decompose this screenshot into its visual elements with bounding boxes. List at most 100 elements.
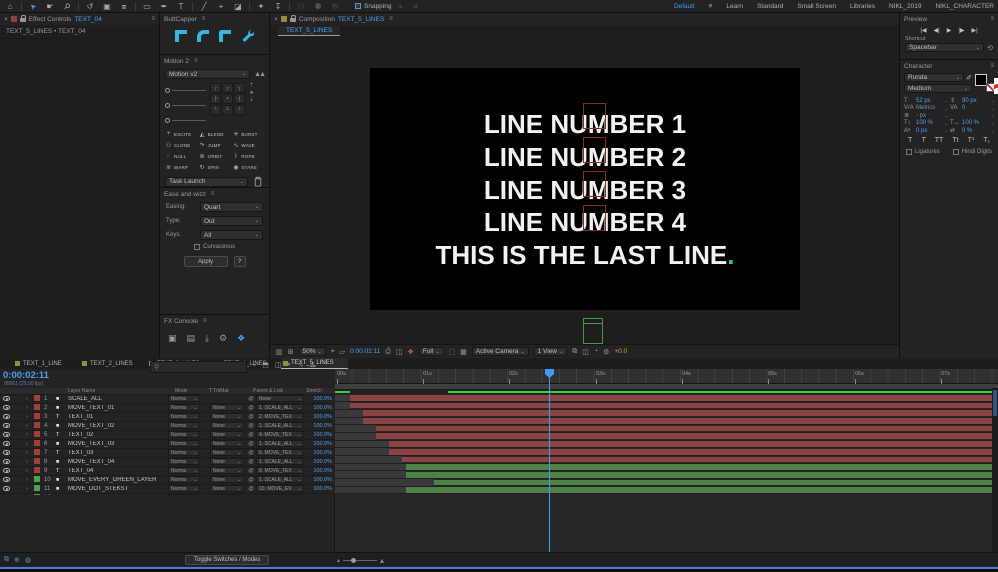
stretch-value[interactable]: 100.0% <box>313 476 332 483</box>
timeline-scrollbar[interactable] <box>992 388 998 552</box>
vertical-scale-value[interactable]: 100 % <box>916 120 934 126</box>
graph-empty-area[interactable] <box>335 494 998 552</box>
toolbar-separator[interactable] <box>289 1 290 11</box>
label-color-chip[interactable] <box>34 457 40 464</box>
layer-name[interactable]: TEXT_03 <box>68 449 94 456</box>
pickwhip-icon[interactable]: @ <box>248 449 254 456</box>
label-color-chip[interactable] <box>34 412 40 419</box>
character-field[interactable]: V/A Metrics ⌄ <box>904 105 948 111</box>
layer-duration-bar[interactable] <box>376 433 998 440</box>
eye-icon[interactable] <box>3 450 10 455</box>
workspace-tab[interactable]: Libraries <box>850 2 875 10</box>
layer-name[interactable]: MOVE_EVERY_GREEN_LAYER <box>68 476 157 483</box>
eraser-tool[interactable]: ◪ <box>234 1 242 11</box>
layer-duration-bar[interactable] <box>376 425 998 432</box>
stepper-caret-icon[interactable]: ⌄ <box>944 128 948 133</box>
workspace-tab[interactable]: NIKL_2019 <box>888 2 922 10</box>
column-stretch[interactable]: Stretch <box>306 387 322 394</box>
frame-blending-icon[interactable]: ◐ <box>287 361 292 368</box>
timeline-button-icon[interactable]: ◔ <box>593 348 599 355</box>
pickwhip-icon[interactable]: @ <box>248 422 254 429</box>
anchor-cell-button[interactable]: ┴ <box>222 105 233 115</box>
layer-row[interactable]: › 5 T TEXT_02 Norma None @ 4. MOVE_TEX 1… <box>0 430 335 440</box>
stretch-value[interactable]: 100.0% <box>313 458 332 465</box>
graph-editor-icon[interactable]: ∡ <box>309 362 316 369</box>
eye-icon[interactable] <box>3 432 10 437</box>
layer-bar-row[interactable] <box>335 402 998 410</box>
small-caps-button[interactable]: Tt <box>952 137 959 144</box>
gallery-icon[interactable]: ▤ <box>186 333 196 343</box>
stepper-caret-icon[interactable]: ⌄ <box>944 98 948 103</box>
motion-blur-icon[interactable]: ∿ <box>297 362 304 369</box>
shy-layers-icon[interactable]: ◫ <box>274 362 282 369</box>
eye-icon[interactable] <box>3 441 10 446</box>
anchor-cell-button[interactable]: ┌ <box>210 83 221 93</box>
expand-arrow-icon[interactable]: › <box>26 422 28 429</box>
expand-arrow-icon[interactable]: › <box>26 395 28 402</box>
parent-select[interactable]: 4. MOVE_TEX <box>256 431 304 438</box>
layer-row[interactable]: › 1 ■ SCALE_ALL Norma @ None 100.0% <box>0 394 335 404</box>
panel-menu-icon[interactable]: ≡ <box>202 318 207 324</box>
draft-3d-icon[interactable]: ⬒ <box>262 362 269 369</box>
zoom-select[interactable]: 50% <box>298 347 326 356</box>
layer-duration-bar[interactable] <box>406 464 998 470</box>
faux-bold-button[interactable]: T <box>908 137 913 144</box>
blend-mode-select[interactable]: Norma <box>168 485 200 492</box>
round-cap-icon[interactable] <box>197 29 209 42</box>
horizontal-scale-value[interactable]: 100 % <box>962 120 980 126</box>
workspace-tab[interactable]: NIKL_CHARACTER <box>935 2 994 10</box>
subscript-button[interactable]: T₁ <box>983 137 990 144</box>
tsume-value[interactable]: 0 % <box>962 127 973 134</box>
motion-preset-select[interactable]: Motion v2 <box>165 69 251 79</box>
baseline-shift-value[interactable]: 0 px <box>916 127 928 134</box>
next-frame-button[interactable]: |▶ <box>958 28 965 34</box>
magnification-menu-icon[interactable]: ▥ <box>276 348 283 356</box>
fast-previews-icon[interactable]: ⚙ <box>603 348 610 356</box>
blend-mode-select[interactable]: Norma <box>168 458 200 465</box>
target-icon[interactable]: ⌖ <box>330 347 335 355</box>
motion-tool-button[interactable]: ◌ NULL <box>165 151 197 161</box>
roto-brush-tool[interactable]: ✦ <box>257 1 265 11</box>
layer-bar-row[interactable] <box>335 432 998 441</box>
layer-name[interactable]: TEXT_01 <box>68 413 94 420</box>
axis-mode-icon[interactable]: ⟲ <box>331 1 339 11</box>
curvaceous-checkbox[interactable] <box>193 244 200 250</box>
layer-row[interactable]: › 7 T TEXT_03 Norma None @ 6. MOVE_TEX 1… <box>0 448 335 458</box>
home-tool[interactable]: ⌂ <box>7 1 13 11</box>
expand-arrow-icon[interactable]: › <box>26 404 28 411</box>
snap-option-icon[interactable]: ⌗ <box>413 1 418 11</box>
column-layer-name[interactable]: Layer Name <box>68 387 96 394</box>
layer-bar-row[interactable] <box>335 448 998 456</box>
stretch-value[interactable]: 100.0% <box>313 431 332 438</box>
toolbar-separator[interactable] <box>249 1 250 11</box>
pickwhip-icon[interactable]: @ <box>248 485 254 492</box>
expand-arrow-icon[interactable]: › <box>26 440 28 447</box>
panel-menu-icon[interactable]: ≡ <box>210 191 215 197</box>
brush-tool[interactable]: ╱ <box>201 1 207 11</box>
layer-name[interactable]: MOVE_TEXT_03 <box>68 440 115 447</box>
blend-mode-select[interactable]: Norma <box>168 431 200 438</box>
eye-icon[interactable] <box>3 423 10 428</box>
motion-slider[interactable] <box>165 100 206 110</box>
projecting-cap-icon[interactable] <box>219 29 231 42</box>
panel-target-name[interactable]: TEXT_04 <box>74 15 102 23</box>
shortcut-select[interactable]: Spacebar <box>905 43 985 52</box>
trkmat-select[interactable]: None <box>210 485 244 492</box>
toggle-switches-modes-button[interactable]: Toggle Switches / Modes <box>185 555 270 565</box>
pixel-aspect-icon[interactable]: ◫ <box>582 348 589 356</box>
layer-row[interactable]: › 10 ■ MOVE_EVERY_GREEN_LAYER Norma None… <box>0 475 335 485</box>
eye-icon[interactable] <box>3 459 10 464</box>
label-color-chip[interactable] <box>34 448 40 455</box>
stretch-value[interactable]: 100.0% <box>313 413 332 420</box>
layer-bar-row[interactable] <box>335 409 998 418</box>
blend-mode-select[interactable]: Norma <box>168 395 200 402</box>
trkmat-select[interactable]: None <box>210 449 244 456</box>
snapshot-icon[interactable]: ⎙ <box>385 347 391 355</box>
expand-arrow-icon[interactable]: › <box>26 413 28 420</box>
layer-bar-row[interactable] <box>335 486 998 495</box>
reset-icon[interactable]: ⟲ <box>987 44 993 52</box>
pickwhip-icon[interactable]: @ <box>248 404 254 411</box>
expand-arrow-icon[interactable]: › <box>26 476 28 483</box>
ease-row-select[interactable]: All <box>200 230 263 240</box>
ease-row-select[interactable]: Quart <box>200 202 263 212</box>
